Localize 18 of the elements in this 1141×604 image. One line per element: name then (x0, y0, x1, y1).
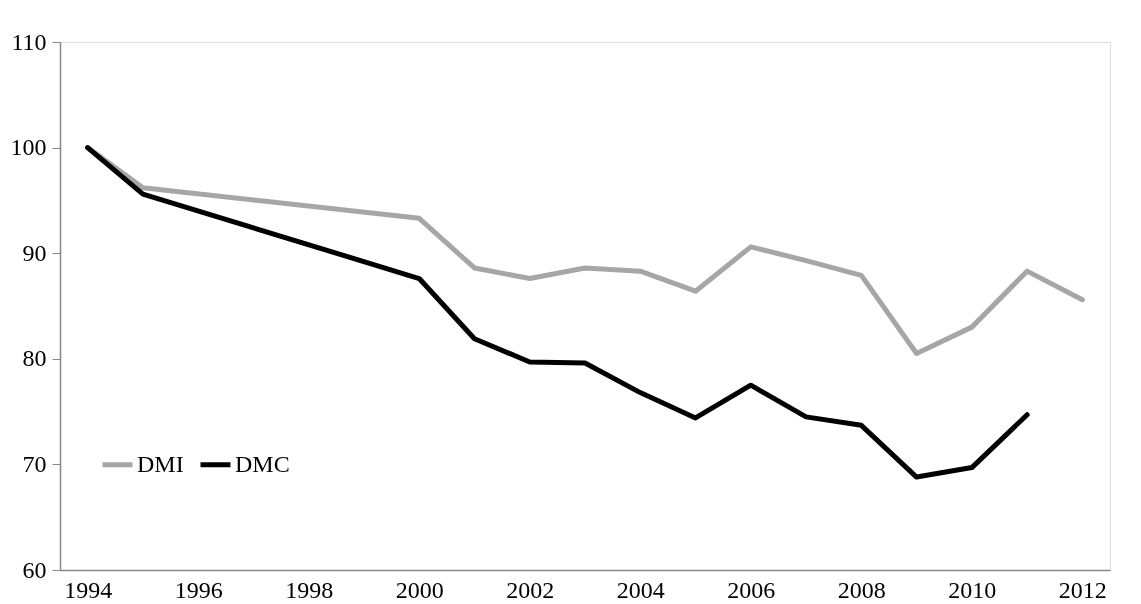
legend-label: DMC (235, 450, 290, 477)
x-tick-label: 2012 (1058, 576, 1107, 603)
x-tick-label: 2002 (506, 576, 555, 603)
x-tick-label: 2008 (837, 576, 886, 603)
x-tick-label: 2004 (616, 576, 665, 603)
x-tick-label: 2006 (727, 576, 776, 603)
y-tick-label: 110 (11, 28, 47, 55)
x-tick-label: 1996 (174, 576, 223, 603)
x-tick-label: 1998 (285, 576, 334, 603)
x-tick-label: 2010 (948, 576, 997, 603)
x-tick-label: 1994 (64, 576, 113, 603)
y-tick-label: 100 (10, 134, 47, 161)
x-tick-label: 2000 (395, 576, 444, 603)
legend-label: DMI (137, 450, 184, 477)
y-tick-label: 90 (22, 239, 47, 266)
y-tick-label: 80 (22, 345, 47, 372)
y-tick-label: 60 (22, 556, 47, 583)
y-tick-label: 70 (22, 450, 47, 477)
